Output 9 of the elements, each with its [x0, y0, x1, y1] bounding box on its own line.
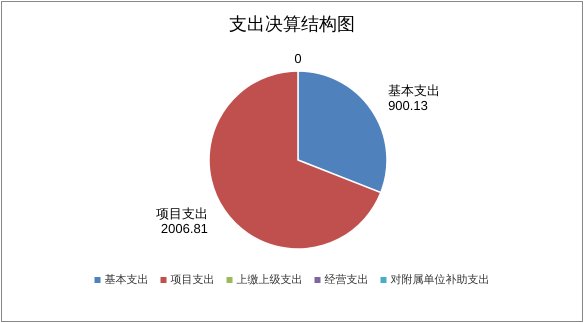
legend-label: 基本支出 — [104, 273, 148, 286]
legend-label: 项目支出 — [170, 273, 214, 286]
data-label: 项目支出 2006.81 — [156, 206, 208, 236]
legend-label: 对附属单位补助支出 — [390, 273, 490, 286]
legend-label: 上缴上级支出 — [236, 273, 302, 286]
chart-title: 支出决算结构图 — [229, 14, 355, 34]
legend-label: 经营支出 — [324, 273, 368, 286]
text: 0 — [294, 51, 302, 66]
data-label: 基本支出 900.13 — [388, 83, 440, 114]
